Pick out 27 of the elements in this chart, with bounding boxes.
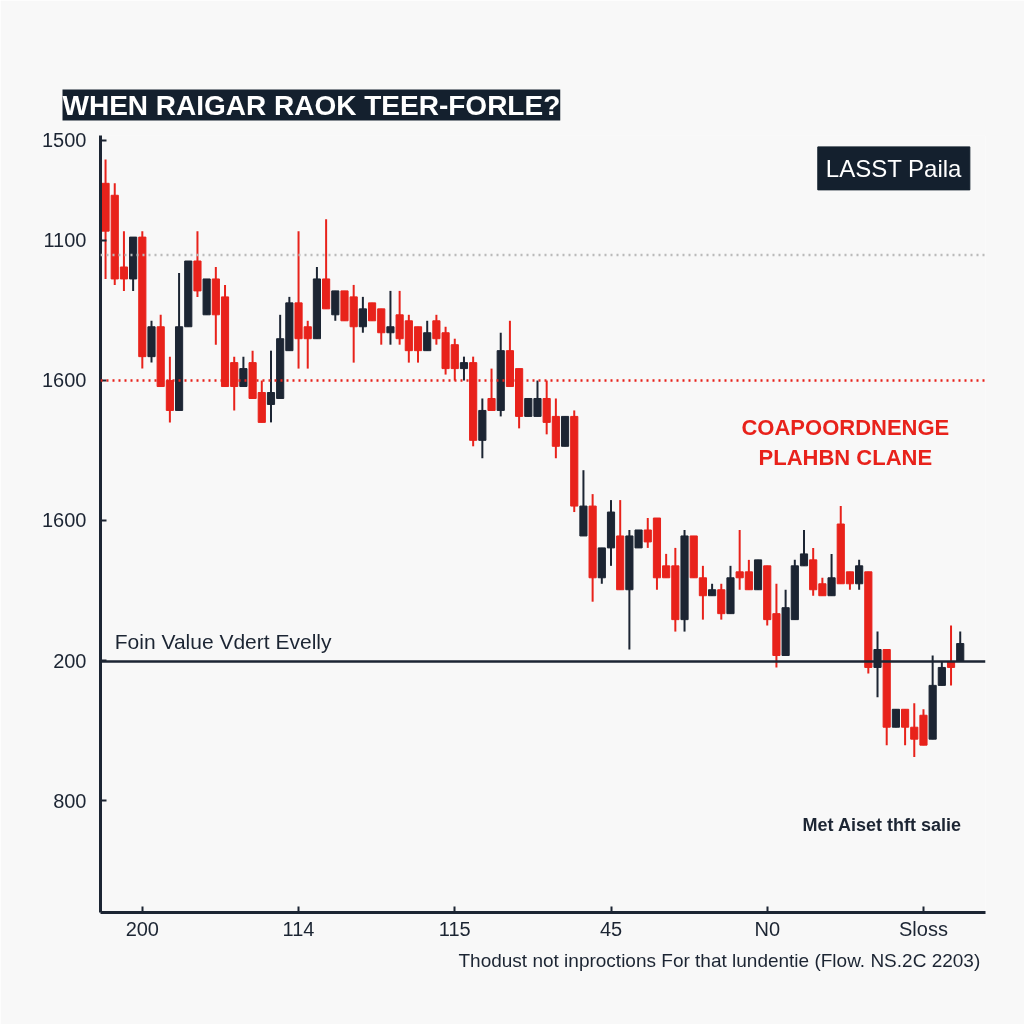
candlestick — [459, 355, 469, 382]
text: 1500 — [42, 129, 87, 152]
text: 200 — [53, 649, 87, 672]
x-tick-label: 114 — [282, 917, 315, 940]
candlestick — [331, 289, 340, 322]
candlestick — [717, 582, 726, 621]
x-tick-label: 200 — [125, 917, 160, 940]
annotation: COAPOORDNENGE PLAHBN CLANE — [741, 414, 950, 470]
candlestick — [827, 552, 836, 597]
text: Met Aiset thft salie — [802, 814, 961, 835]
text: 800 — [53, 789, 87, 812]
chart-title: WHEN RAIGAR RAOK TEER-FORLE? — [62, 89, 561, 121]
x-tick-label: Sloss — [899, 917, 948, 940]
candlestick — [358, 295, 367, 334]
candlestick — [239, 355, 248, 388]
candlestick — [386, 289, 395, 346]
x-tick-label: N0 — [754, 917, 781, 940]
candlestick — [423, 319, 432, 352]
annotation: LASST Paila — [825, 154, 963, 182]
ref-line-label: Foin Value Vdert Evelly — [114, 630, 332, 654]
candlestick — [855, 558, 864, 591]
text: 1600 — [42, 369, 87, 392]
x-tick-label: 45 — [599, 917, 623, 940]
text: 1100 — [43, 229, 87, 252]
text: 1600 — [42, 509, 87, 532]
x-tick-label: 115 — [438, 917, 471, 940]
text: Thodust not inproctions For that lundentie (Flow. NS.2C 2203) — [458, 949, 981, 971]
